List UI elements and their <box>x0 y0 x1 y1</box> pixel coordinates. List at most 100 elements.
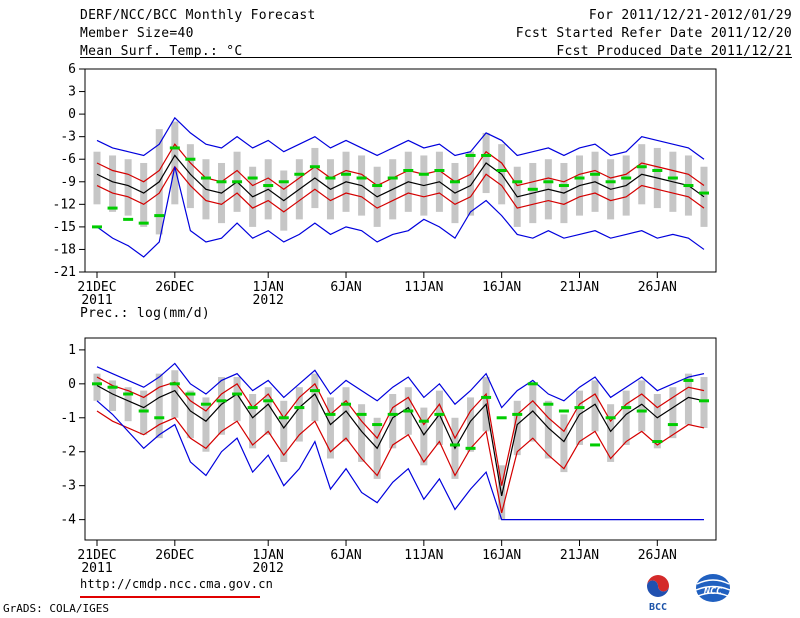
spread-bar <box>529 383 537 442</box>
y-tick-label: -6 <box>60 152 76 167</box>
plot-frame <box>84 337 717 541</box>
spread-bar <box>280 400 288 462</box>
produced-date-label: Fcst Produced Date 2011/12/21 <box>556 44 792 59</box>
spread-bar <box>249 394 257 449</box>
x-tick-label: 26DEC <box>155 548 194 563</box>
bcc-logo: BCC <box>647 575 669 613</box>
bcc-swirl-red <box>647 575 669 592</box>
spread-bar <box>140 162 148 227</box>
x-tick-label: 26JAN <box>638 548 677 563</box>
y-tick-label: -15 <box>53 220 76 235</box>
spread-bar <box>311 373 319 422</box>
spread-bar <box>233 377 241 422</box>
member-size-label: Member Size=40 <box>80 26 194 41</box>
ensemble-min <box>96 166 705 258</box>
spread-bar <box>342 387 350 442</box>
y-tick-label: -18 <box>53 242 76 257</box>
x-tick-label: 16JAN <box>482 280 521 295</box>
x-tick-label: 6JAN <box>330 548 361 563</box>
footer-underline <box>80 596 260 598</box>
y-tick-label: 6 <box>68 62 76 77</box>
spread-bar <box>435 390 443 445</box>
spread-bar <box>93 151 101 205</box>
spread-bar <box>513 400 521 456</box>
spread-bar <box>653 394 661 449</box>
x-tick-sublabel: 2011 <box>81 293 112 308</box>
x-tick-label: 1JAN <box>253 280 284 295</box>
bcc-swirl-blue <box>647 580 669 597</box>
x-tick-label: 21JAN <box>560 280 599 295</box>
y-tick-label: -1 <box>60 411 76 426</box>
y-tick-label: -12 <box>53 197 76 212</box>
ensemble-mean <box>96 385 705 496</box>
x-tick-label: 26JAN <box>638 280 677 295</box>
header-divider <box>80 57 792 58</box>
red-lower <box>96 165 705 213</box>
y-tick-label: 0 <box>68 377 76 392</box>
ncc-globe-line <box>696 579 730 585</box>
spread-bar <box>575 390 583 445</box>
spread-bar <box>420 407 428 466</box>
spread-bar <box>171 370 179 418</box>
spread-bar <box>560 414 568 473</box>
forecast-range-label: For 2011/12/21-2012/01/29 <box>588 8 792 23</box>
red-lower <box>96 410 705 513</box>
ncc-logo-text: NCC <box>703 586 722 597</box>
spread-bar <box>591 380 599 432</box>
spread-bar <box>218 377 226 435</box>
ncc-globe-line <box>695 585 731 591</box>
spread-bar <box>186 144 194 209</box>
ncc-globe-line <box>697 592 729 597</box>
spread-bar <box>467 397 475 452</box>
spread-bar <box>358 404 366 462</box>
y-tick-label: 1 <box>68 343 76 358</box>
grads-credit: GrADS: COLA/IGES <box>3 602 109 615</box>
spread-bar <box>700 377 708 428</box>
ensemble-max <box>96 116 705 160</box>
x-tick-sublabel: 2012 <box>253 561 284 576</box>
spread-bar <box>93 373 101 401</box>
ensemble-max <box>96 362 705 409</box>
x-tick-label: 21JAN <box>560 548 599 563</box>
y-tick-label: -21 <box>53 265 76 280</box>
refer-date-label: Fcst Started Refer Date 2011/12/20 <box>515 26 792 41</box>
spread-bar <box>544 400 552 459</box>
spread-bar <box>140 390 148 435</box>
ncc-logo: NCC <box>695 574 731 602</box>
spread-bar <box>109 380 117 411</box>
red-upper <box>96 143 705 191</box>
spread-bar <box>264 387 272 435</box>
spread-bar <box>155 373 163 439</box>
x-tick-sublabel: 2011 <box>81 561 112 576</box>
prec-chart-title: Prec.: log(mm/d) <box>80 306 211 321</box>
spread-bar <box>124 387 132 422</box>
x-tick-label: 16JAN <box>482 548 521 563</box>
spread-bar <box>638 380 646 432</box>
spread-bar <box>622 390 630 445</box>
temp-chart-title: Mean Surf. Temp.: °C <box>80 44 243 59</box>
page-title: DERF/NCC/BCC Monthly Forecast <box>80 8 316 23</box>
spread-bar <box>669 387 677 439</box>
y-tick-label: -4 <box>60 513 76 528</box>
y-tick-label: -3 <box>60 479 76 494</box>
x-tick-sublabel: 2012 <box>253 293 284 308</box>
red-upper <box>96 376 705 486</box>
spread-bar <box>202 397 210 452</box>
footer-url[interactable]: http://cmdp.ncc.cma.gov.cn <box>80 577 274 591</box>
bcc-logo-text: BCC <box>649 602 667 613</box>
spread-bar <box>186 390 194 439</box>
spread-bar <box>295 387 303 442</box>
spread-bar <box>467 151 475 216</box>
ensemble-min <box>96 400 704 521</box>
y-tick-label: -9 <box>60 175 76 190</box>
spread-bar <box>124 159 132 216</box>
footer-logos: BCC NCC <box>647 574 731 613</box>
spread-bar <box>171 121 179 205</box>
x-tick-label: 21DEC <box>77 548 116 563</box>
x-tick-label: 21DEC <box>77 280 116 295</box>
x-tick-label: 1JAN <box>253 548 284 563</box>
ensemble-mean <box>96 154 705 202</box>
